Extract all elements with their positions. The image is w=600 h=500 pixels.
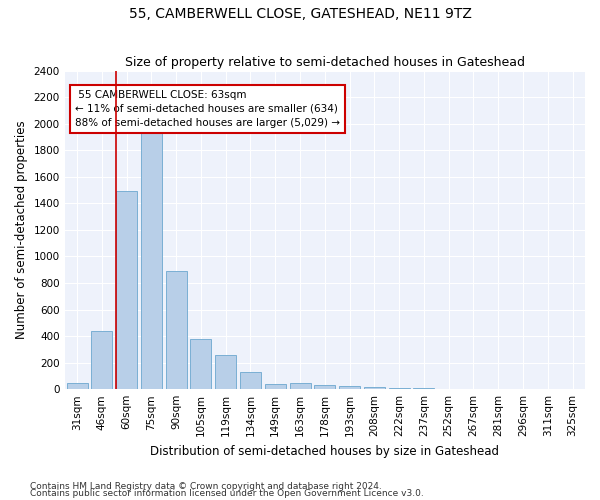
Bar — [240, 372, 261, 389]
Bar — [463, 388, 484, 389]
Bar — [314, 385, 335, 389]
Y-axis label: Number of semi-detached properties: Number of semi-detached properties — [15, 120, 28, 339]
Bar — [562, 388, 583, 389]
Bar — [215, 356, 236, 389]
Bar — [339, 386, 360, 389]
X-axis label: Distribution of semi-detached houses by size in Gateshead: Distribution of semi-detached houses by … — [151, 444, 499, 458]
Text: Contains HM Land Registry data © Crown copyright and database right 2024.: Contains HM Land Registry data © Crown c… — [30, 482, 382, 491]
Text: Contains public sector information licensed under the Open Government Licence v3: Contains public sector information licen… — [30, 489, 424, 498]
Title: Size of property relative to semi-detached houses in Gateshead: Size of property relative to semi-detach… — [125, 56, 525, 70]
Bar — [438, 388, 459, 389]
Bar — [190, 340, 211, 389]
Bar — [512, 388, 533, 389]
Bar — [413, 388, 434, 389]
Bar — [364, 386, 385, 389]
Bar — [141, 122, 162, 389]
Bar — [389, 388, 410, 389]
Bar — [290, 383, 311, 389]
Text: 55 CAMBERWELL CLOSE: 63sqm
← 11% of semi-detached houses are smaller (634)
88% o: 55 CAMBERWELL CLOSE: 63sqm ← 11% of semi… — [75, 90, 340, 128]
Bar — [488, 388, 509, 389]
Text: 55, CAMBERWELL CLOSE, GATESHEAD, NE11 9TZ: 55, CAMBERWELL CLOSE, GATESHEAD, NE11 9T… — [128, 8, 472, 22]
Bar — [166, 271, 187, 389]
Bar — [538, 388, 559, 389]
Bar — [91, 331, 112, 389]
Bar — [265, 384, 286, 389]
Bar — [67, 383, 88, 389]
Bar — [116, 192, 137, 389]
